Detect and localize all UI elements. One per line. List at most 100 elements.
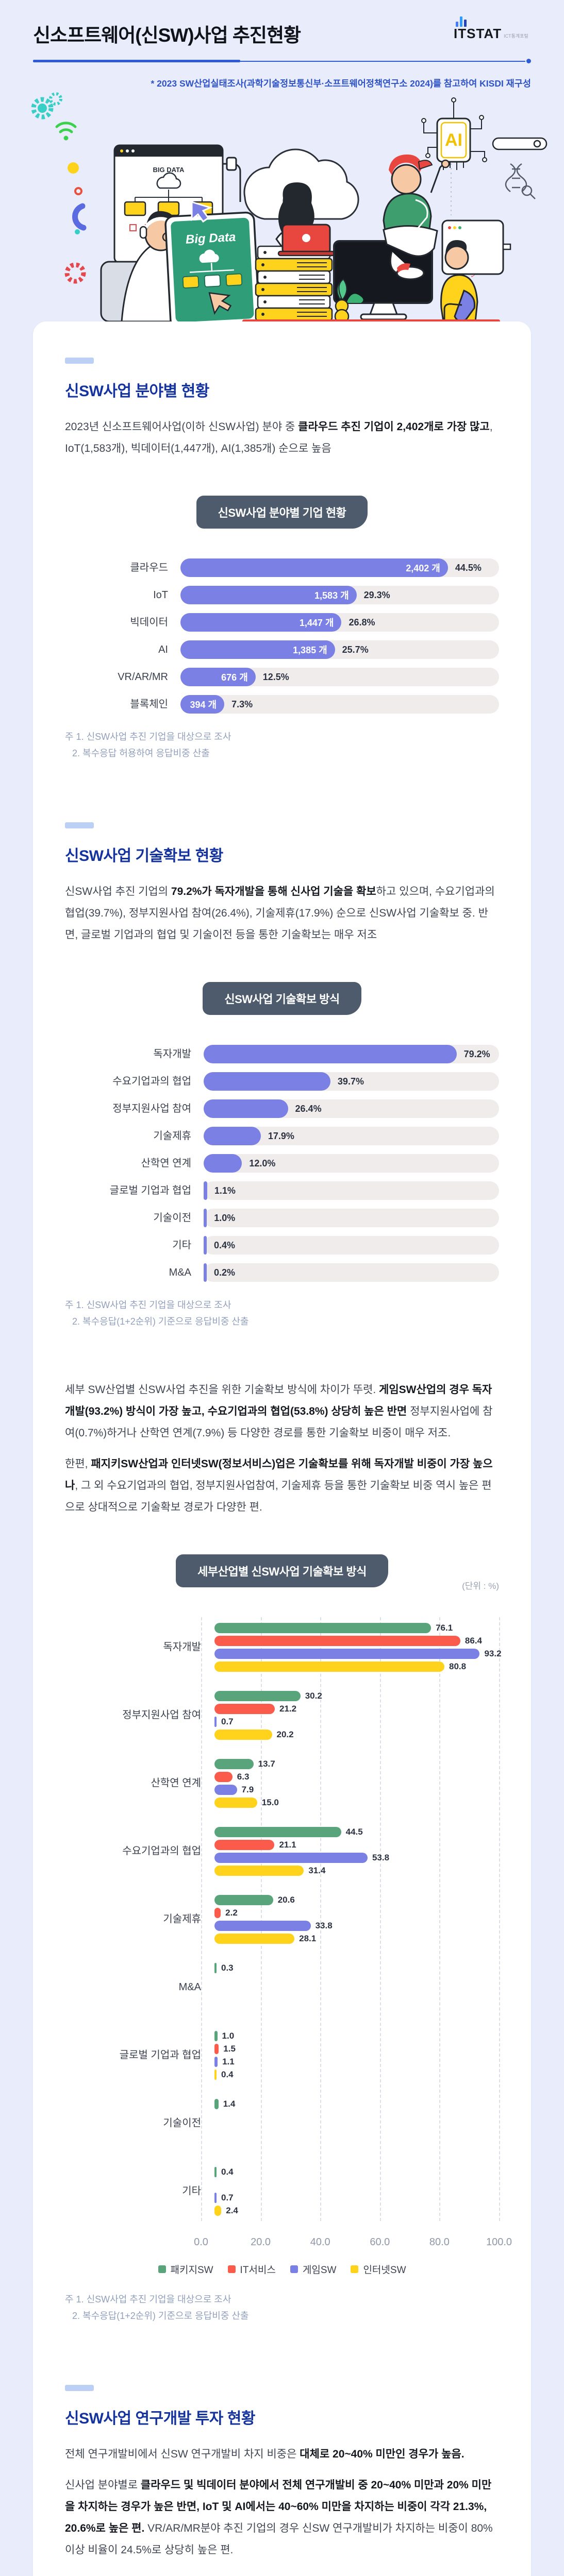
bar-percent-label: 0.4% [214, 1240, 236, 1250]
bar-track: 1,447 개 26.8% [180, 613, 499, 632]
group-label: 기술이전 [163, 2117, 201, 2129]
bar-value-label: 21.1 [279, 1839, 296, 1850]
chart-notes: 주 1. 신SW사업 추진 기업을 대상으로 조사 2. 복수응답(1+2순위) … [65, 1297, 499, 1330]
bar-fill [204, 1099, 288, 1118]
bar-row: 20.2 [214, 1728, 499, 1741]
plant [334, 278, 350, 321]
bar-row: 13.7 [214, 1757, 499, 1770]
bar-slot-empty [214, 2178, 499, 2191]
bar-value-label: 1.0 [222, 2030, 235, 2041]
bar-label: 산학연 연계 [141, 1157, 191, 1169]
bar-group: M&A 0.3 [65, 1957, 499, 2017]
group-label: 기타 [182, 2185, 201, 2197]
bar-percent-label: 7.3% [231, 699, 253, 709]
bar-value-label: 15.0 [261, 1797, 279, 1807]
bar-row: 53.8 [214, 1851, 499, 1864]
chart-title-badge: 세부산업별 신SW사업 기술확보 방식 [176, 1554, 388, 1587]
group-bars: 76.1 86.4 93.2 80.8 [214, 1621, 502, 1673]
bar-row: 30.2 [214, 1689, 499, 1702]
logo-subtext: ICT통계포털 [504, 33, 528, 39]
bar-fill [214, 1635, 460, 1646]
group-label: 수요기업과의 협업 [122, 1845, 201, 1857]
bar-fill [204, 1072, 330, 1091]
hero-illustration: BIG DATA AI [0, 92, 564, 321]
bar-value-label: 1.1 [222, 2056, 235, 2066]
bar-fill [214, 1839, 275, 1850]
bar-slot-empty [214, 1974, 499, 1987]
bar-row: 0.7 [214, 2191, 499, 2204]
bar-row: 20.6 [214, 1893, 499, 1906]
legend-swatch [158, 2265, 166, 2273]
bar-value-label: 394 개 [190, 700, 217, 710]
bar-row: 15.0 [214, 1796, 499, 1809]
bar-label: 빅데이터 [130, 616, 168, 628]
bar-percent-label: 0.2% [214, 1267, 236, 1278]
bar-row: 기타 0.4% [65, 1236, 499, 1255]
bar-track: 0.2% [204, 1263, 499, 1282]
bar-fill: 1,447 개 [180, 613, 342, 632]
bar-value-label: 2.2 [225, 1907, 238, 1918]
bar-track: 1,583 개 29.3% [180, 586, 499, 604]
bar-slot-empty [214, 1987, 499, 2000]
bar-label: 글로벌 기업과 협업 [109, 1184, 191, 1196]
bar-label: IoT [153, 589, 168, 601]
bar-fill [214, 1784, 237, 1795]
bar-track: 1.1% [204, 1181, 499, 1200]
bar-row: 글로벌 기업과 협업 1.1% [65, 1181, 499, 1200]
bar-fill [214, 2056, 218, 2067]
bar-fill [214, 2069, 217, 2080]
bar-row: 블록체인 394 개 7.3% [65, 695, 499, 714]
bar-row: 31.4 [214, 1864, 499, 1877]
bar-value-label: 0.3 [221, 1962, 234, 1973]
section-paragraph: 세부 SW산업별 신SW사업 추진을 위한 기술확보 방식에 차이가 뚜렷. 게… [65, 1384, 493, 1439]
chart-title-badge: 신SW사업 분야별 기업 현황 [196, 496, 368, 529]
bar-track: 79.2% [204, 1045, 499, 1063]
chart-notes: 주 1. 신SW사업 추진 기업을 대상으로 조사 2. 복수응답(1+2순위) … [65, 2292, 499, 2324]
bar-value-label: 31.4 [308, 1865, 326, 1875]
chart-unit: (단위 : %) [462, 1581, 499, 1591]
group-label: 산학연 연계 [151, 1777, 201, 1789]
red-ring [74, 187, 82, 195]
bar-row: 33.8 [214, 1919, 499, 1932]
section-title: 신SW사업 연구개발 투자 현황 [65, 2410, 255, 2427]
logo-text: ITSTAT [454, 26, 502, 41]
chart-title-badge: 신SW사업 기술확보 방식 [203, 982, 361, 1015]
bar-percent-label: 17.9% [268, 1130, 294, 1141]
bar-track: 394 개 7.3% [180, 695, 499, 714]
bar-value-label: 1,385 개 [293, 645, 327, 655]
bar-fill [214, 1920, 311, 1931]
bar-value-label: 0.4 [221, 2069, 234, 2079]
bar-fill [204, 1154, 242, 1173]
bar-percent-label: 1.0% [214, 1212, 236, 1223]
gridline [320, 1617, 322, 2221]
gridlines [201, 1617, 500, 2221]
section-paragraph: 신SW사업 추진 기업의 79.2%가 독자개발을 통해 신사업 기술을 확보하… [65, 886, 495, 941]
bar-row: 21.1 [214, 1838, 499, 1851]
legend-item: 패키지SW [158, 2262, 213, 2276]
bar-fill [204, 1127, 261, 1145]
bar-percent-label: 44.5% [455, 562, 482, 573]
gridline [201, 1617, 202, 2221]
bar-fill [214, 1826, 341, 1837]
bar-track: 676 개 12.5% [180, 668, 499, 686]
section-field-status: 신SW사업 분야별 현황 2023년 신소프트웨어사업(이하 신SW사업) 분야… [65, 358, 499, 761]
bar-row: 28.1 [214, 1932, 499, 1945]
bar-fill [214, 1758, 254, 1769]
section-tech-status: 신SW사업 기술확보 현황 신SW사업 추진 기업의 79.2%가 독자개발을 … [65, 822, 512, 2324]
bar-percent-label: 79.2% [463, 1048, 490, 1059]
bar-fill [214, 2043, 219, 2054]
axis-tick-label: 20.0 [251, 2236, 271, 2248]
bar-group: 기술이전 1.4 [65, 2093, 499, 2153]
bar-group: 정부지원사업 참여 30.2 21.2 0.7 20.2 [65, 1685, 499, 1745]
bar-group: 기술제휴 20.6 2.2 33.8 28.1 [65, 1889, 499, 1949]
section-dash [65, 358, 94, 364]
bar-fill [214, 1852, 368, 1863]
bar-row: 0.3 [214, 1961, 499, 1974]
bar-fill [214, 1716, 217, 1727]
bar-label: M&A [169, 1266, 191, 1278]
section-dash [65, 822, 94, 828]
section-title: 신SW사업 분야별 현황 [65, 383, 209, 400]
bar-row: 1.5 [214, 2042, 499, 2055]
bar-row: 1.1 [214, 2055, 499, 2068]
bar-value-label: 20.6 [277, 1894, 295, 1905]
